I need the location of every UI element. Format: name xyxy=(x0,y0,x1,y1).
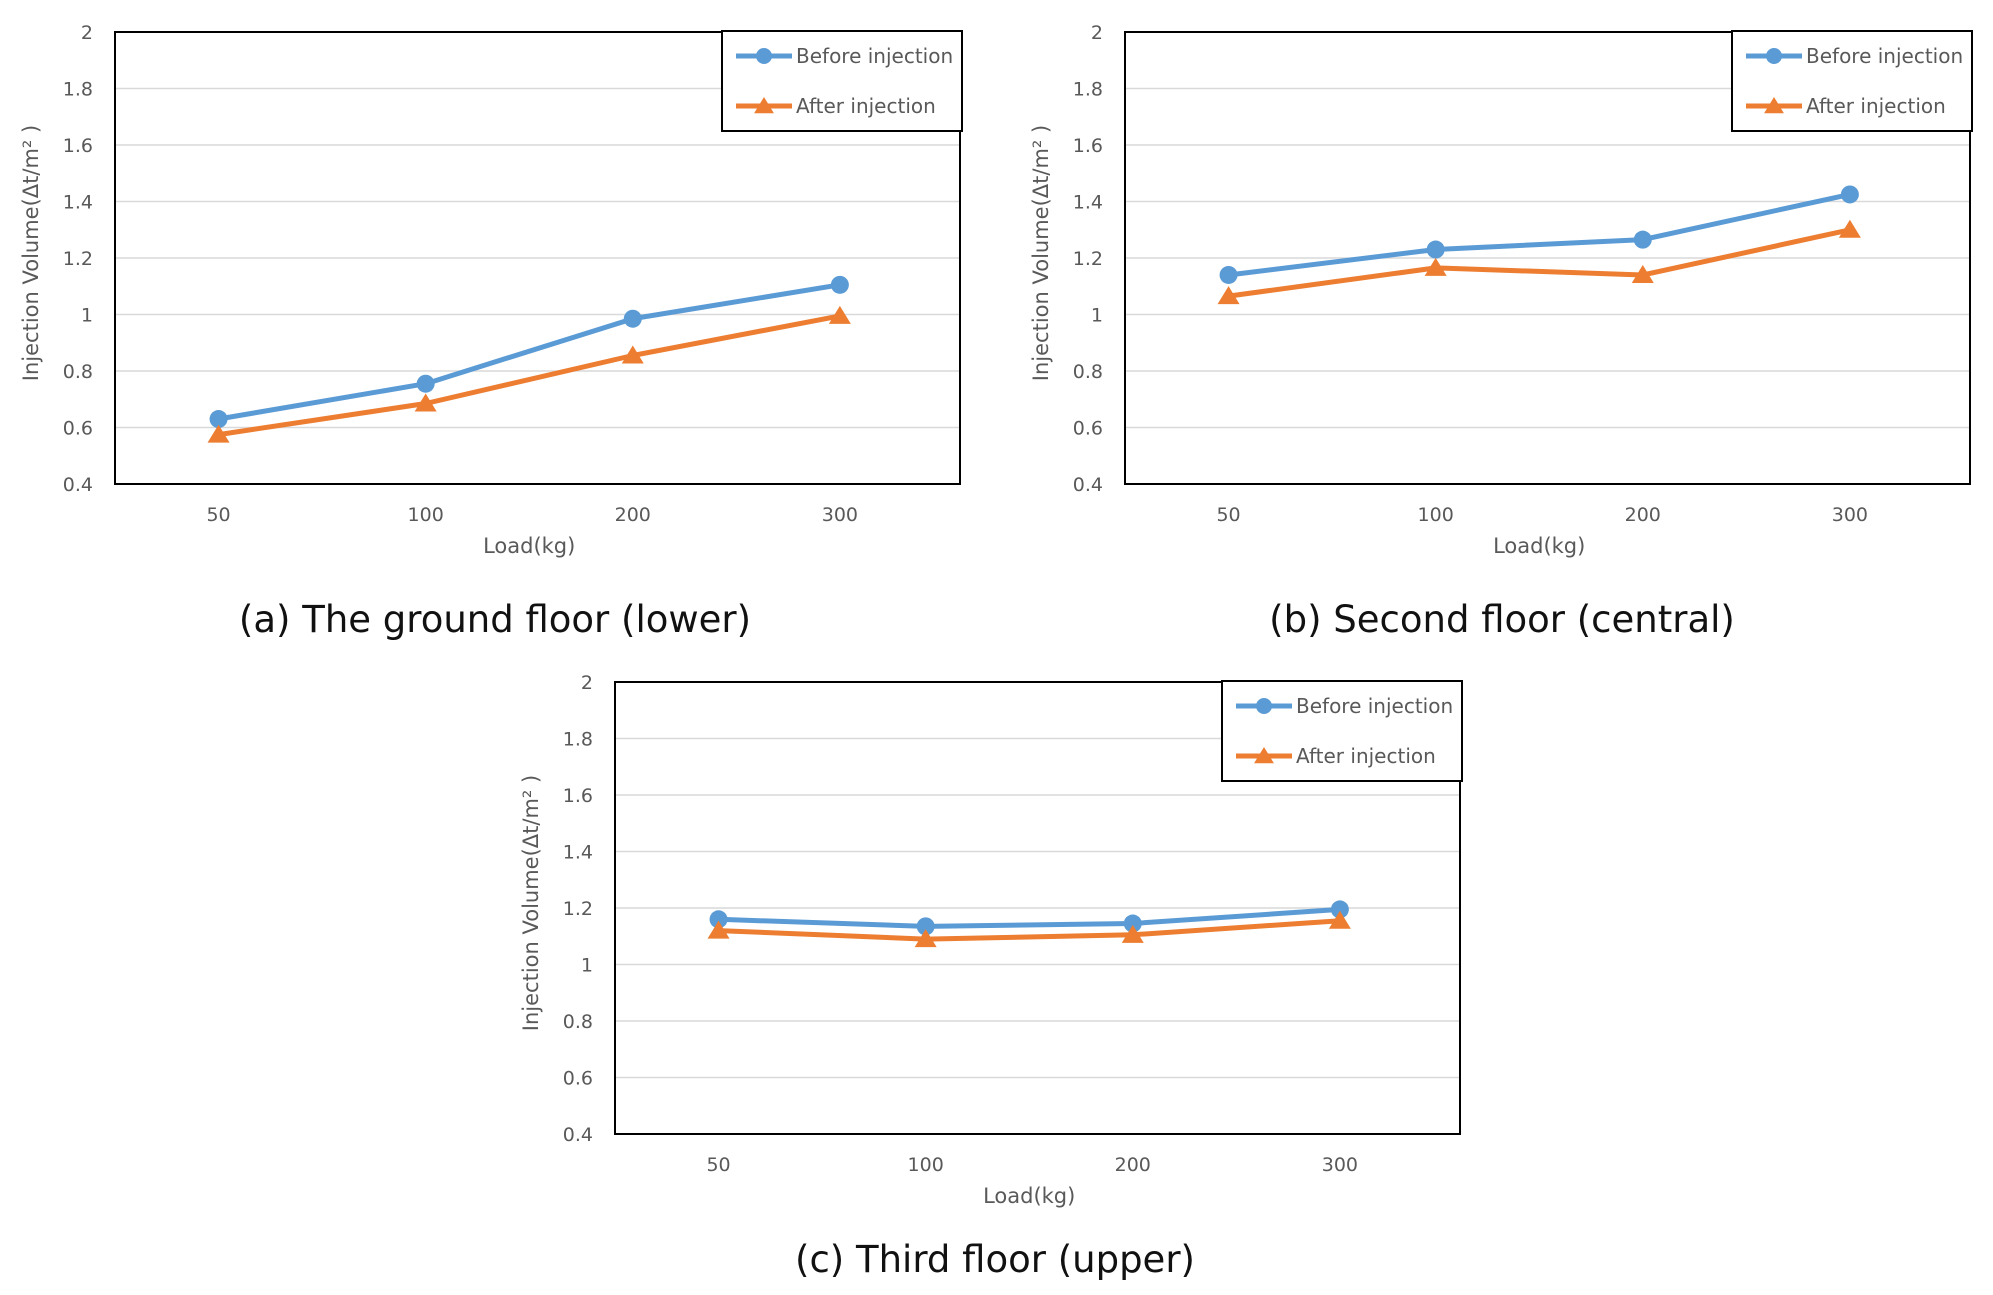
legend-label-before-injection: Before injection xyxy=(1806,44,1963,68)
y-tick-label: 1.6 xyxy=(1073,135,1103,157)
data-point-before-injection xyxy=(209,410,228,429)
data-point-before-injection xyxy=(1840,185,1859,204)
x-tick-label: 300 xyxy=(822,504,858,526)
y-tick-label: 1 xyxy=(81,305,93,327)
x-tick-label: 300 xyxy=(1832,504,1868,526)
x-axis-title: Load(kg) xyxy=(983,1184,1075,1208)
y-tick-label: 0.6 xyxy=(563,1068,593,1090)
y-tick-label: 0.6 xyxy=(1073,418,1103,440)
data-point-before-injection xyxy=(1330,900,1349,919)
y-axis-title: Injection Volume(Δt/m² ) xyxy=(519,775,543,1031)
legend-marker-after-injection xyxy=(1254,747,1274,764)
data-point-after-injection xyxy=(621,345,644,364)
legend-box xyxy=(1221,680,1463,782)
data-point-before-injection xyxy=(709,910,728,929)
data-point-after-injection xyxy=(828,305,851,324)
data-point-after-injection xyxy=(207,424,230,443)
y-tick-label: 0.8 xyxy=(563,1011,593,1033)
legend-label-after-injection: After injection xyxy=(1806,94,1946,118)
data-point-after-injection xyxy=(707,920,730,939)
legend-label-before-injection: Before injection xyxy=(1296,694,1453,718)
caption-third-floor: (c) Third floor (upper) xyxy=(795,1238,1195,1281)
x-tick-label: 50 xyxy=(706,1154,730,1176)
data-point-after-injection xyxy=(414,393,437,412)
data-point-after-injection xyxy=(1217,286,1240,305)
caption-ground-floor: (a) The ground floor (lower) xyxy=(238,598,752,641)
x-tick-label: 200 xyxy=(615,504,651,526)
legend-label-before-injection: Before injection xyxy=(796,44,953,68)
legend-marker-before-injection xyxy=(1766,48,1782,64)
x-tick-label: 100 xyxy=(1418,504,1454,526)
y-tick-label: 2 xyxy=(81,22,93,44)
legend-box xyxy=(721,30,963,132)
y-tick-label: 1.4 xyxy=(1073,192,1103,214)
y-tick-label: 1.2 xyxy=(563,898,593,920)
y-tick-label: 1.2 xyxy=(63,248,93,270)
x-tick-label: 100 xyxy=(908,1154,944,1176)
plot-frame xyxy=(1124,31,1971,485)
series-line-before-injection xyxy=(1228,191,1851,278)
y-axis-title: Injection Volume(Δt/m² ) xyxy=(1029,125,1053,381)
y-tick-label: 0.6 xyxy=(63,418,93,440)
y-tick-label: 1.8 xyxy=(63,79,93,101)
data-point-before-injection xyxy=(1219,265,1238,284)
x-tick-label: 50 xyxy=(1216,504,1240,526)
x-tick-label: 50 xyxy=(206,504,230,526)
y-tick-label: 1.4 xyxy=(63,192,93,214)
y-tick-label: 0.8 xyxy=(1073,361,1103,383)
data-point-before-injection xyxy=(916,917,935,936)
data-point-before-injection xyxy=(623,309,642,328)
y-tick-label: 0.8 xyxy=(63,361,93,383)
data-point-before-injection xyxy=(830,275,849,294)
legend-label-after-injection: After injection xyxy=(1296,744,1436,768)
y-tick-label: 0.4 xyxy=(563,1124,593,1146)
y-tick-label: 1.6 xyxy=(563,785,593,807)
x-axis-title: Load(kg) xyxy=(1493,534,1585,558)
data-point-after-injection xyxy=(1838,219,1861,238)
legend-box xyxy=(1731,30,1973,132)
x-tick-label: 100 xyxy=(408,504,444,526)
y-tick-label: 1.8 xyxy=(563,729,593,751)
y-tick-label: 1.4 xyxy=(563,842,593,864)
y-tick-label: 1 xyxy=(1091,305,1103,327)
data-point-after-injection xyxy=(1424,257,1447,276)
data-point-after-injection xyxy=(1328,910,1351,929)
y-tick-label: 0.4 xyxy=(1073,474,1103,496)
data-point-before-injection xyxy=(1633,230,1652,249)
caption-second-floor: (b) Second floor (central) xyxy=(1269,598,1735,641)
x-tick-label: 200 xyxy=(1115,1154,1151,1176)
y-tick-label: 0.4 xyxy=(63,474,93,496)
series-line-after-injection xyxy=(718,918,1341,942)
plot-frame xyxy=(114,31,961,485)
series-line-before-injection xyxy=(218,282,841,422)
data-point-before-injection xyxy=(416,374,435,393)
x-tick-label: 300 xyxy=(1322,1154,1358,1176)
legend-marker-before-injection xyxy=(1256,698,1272,714)
plot-frame xyxy=(614,681,1461,1135)
legend-label-after-injection: After injection xyxy=(796,94,936,118)
data-point-after-injection xyxy=(914,929,937,948)
y-tick-label: 1.6 xyxy=(63,135,93,157)
y-tick-label: 1 xyxy=(581,955,593,977)
legend-marker-before-injection xyxy=(756,48,772,64)
chart-second-floor: 0.4 0.6 0.8 1 1.2 1.4 1.6 1.8 2 50 100 200 300 Load(k… xyxy=(1029,22,1973,558)
data-point-before-injection xyxy=(1426,240,1445,259)
legend-marker-after-injection xyxy=(1764,97,1784,114)
x-tick-label: 200 xyxy=(1625,504,1661,526)
chart-ground-floor: 0.4 0.6 0.8 1 1.2 1.4 1.6 1.8 2 50 100 200 300 Load(k… xyxy=(19,22,963,558)
y-tick-label: 2 xyxy=(581,672,593,694)
data-point-after-injection xyxy=(1121,924,1144,943)
chart-third-floor: 0.4 0.6 0.8 1 1.2 1.4 1.6 1.8 2 50 100 200 300 Load(k… xyxy=(519,672,1463,1208)
y-tick-label: 2 xyxy=(1091,22,1103,44)
series-line-after-injection xyxy=(1228,227,1851,299)
y-axis-title: Injection Volume(Δt/m² ) xyxy=(19,125,43,381)
data-point-before-injection xyxy=(1123,914,1142,933)
data-point-after-injection xyxy=(1631,264,1654,283)
x-axis-title: Load(kg) xyxy=(483,534,575,558)
series-line-after-injection xyxy=(218,313,841,438)
y-tick-label: 1.2 xyxy=(1073,248,1103,270)
legend-marker-after-injection xyxy=(754,97,774,114)
series-line-before-injection xyxy=(718,906,1341,929)
y-tick-label: 1.8 xyxy=(1073,79,1103,101)
